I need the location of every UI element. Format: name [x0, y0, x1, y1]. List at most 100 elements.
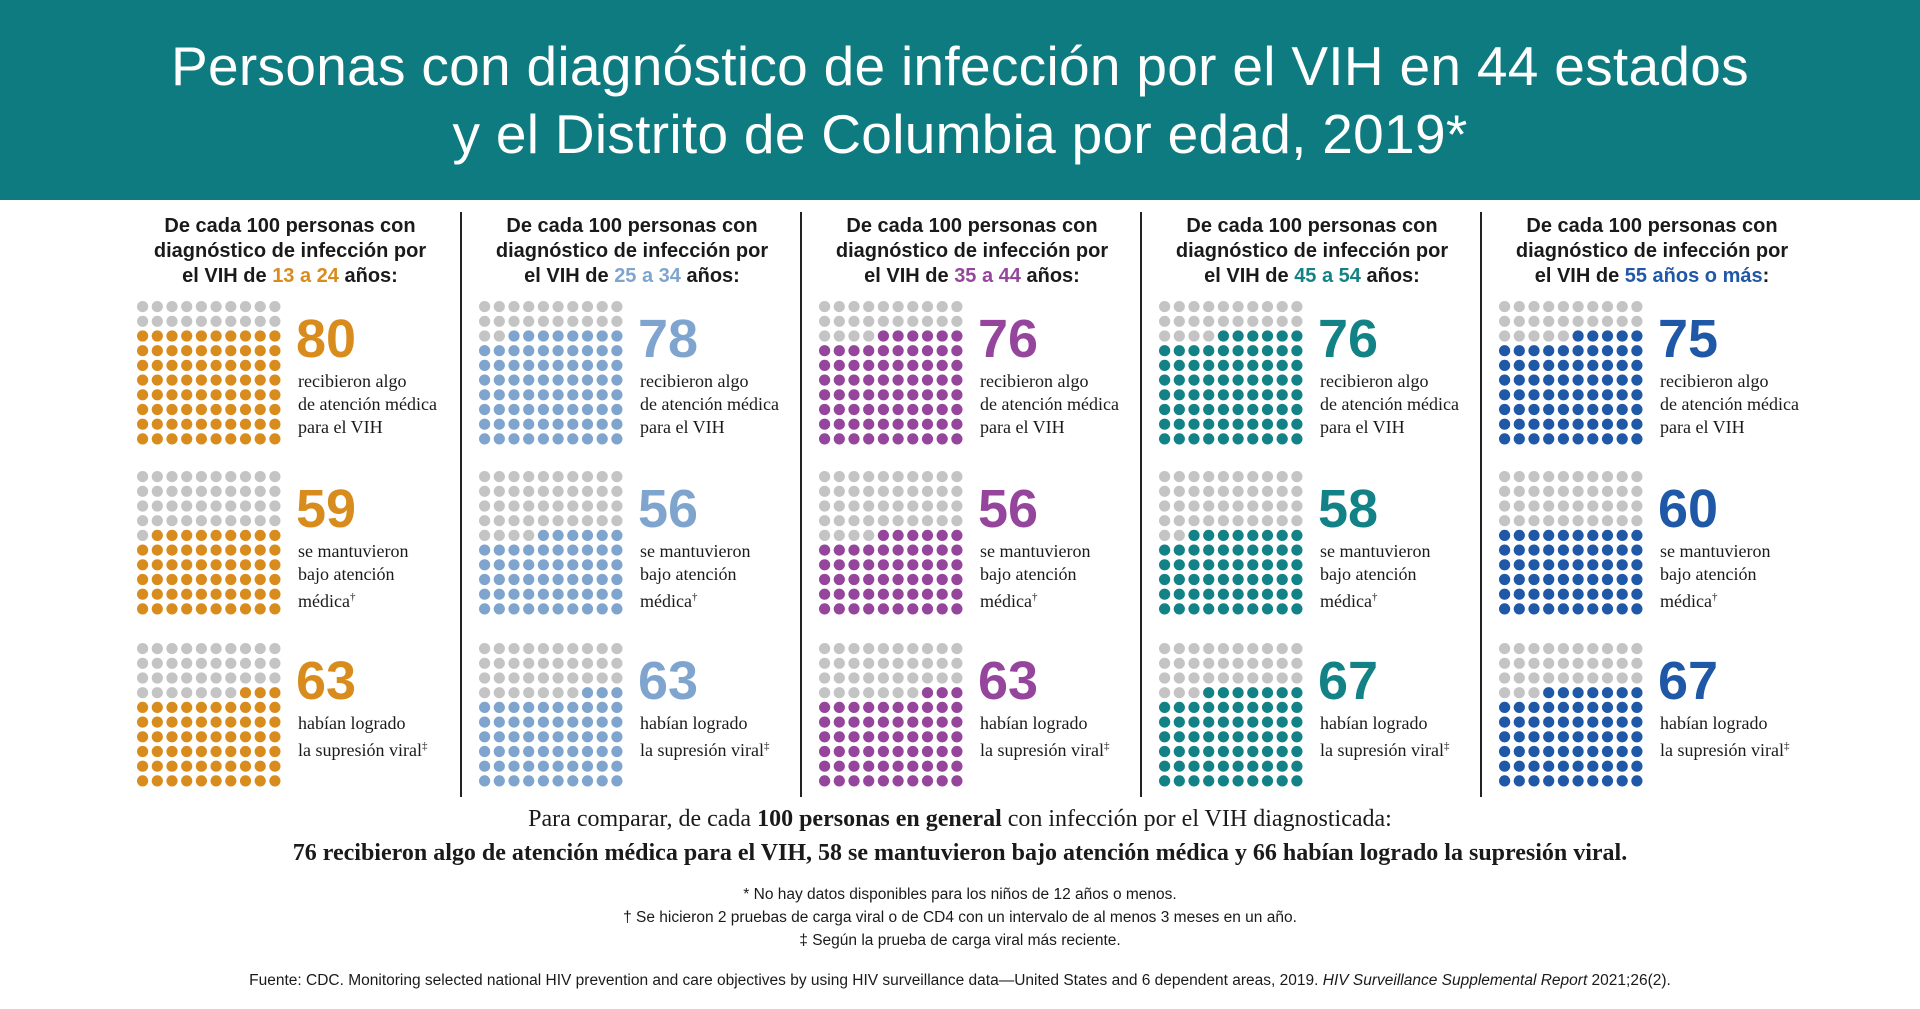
waffle-dot	[1601, 643, 1614, 655]
waffle-dot	[863, 760, 875, 772]
waffle-dot	[523, 433, 535, 445]
waffle-dot	[1528, 529, 1540, 541]
waffle-dot	[1631, 544, 1643, 556]
waffle-dot	[552, 418, 564, 430]
waffle-dot	[537, 345, 549, 357]
waffle-dot	[479, 345, 491, 357]
waffle-dot	[921, 403, 934, 416]
waffle-dot	[1616, 701, 1628, 713]
waffle-dot	[1543, 657, 1555, 669]
waffle-dot	[1557, 485, 1569, 497]
waffle-dot	[1543, 775, 1555, 787]
waffle-dot	[493, 745, 505, 758]
waffle-dot	[1587, 745, 1599, 758]
waffle-dot	[877, 603, 889, 615]
waffle-dot	[1247, 573, 1259, 586]
waffle-dot	[907, 731, 919, 743]
waffle-dot	[921, 588, 934, 600]
waffle-dot	[195, 301, 207, 313]
waffle-dot	[1513, 657, 1525, 669]
waffle-dot	[239, 687, 252, 699]
waffle-dot	[239, 500, 252, 512]
waffle-dot	[1247, 403, 1259, 416]
waffle-dot	[1587, 500, 1599, 512]
waffle-dot	[239, 745, 252, 758]
waffle-dot	[210, 345, 222, 357]
waffle-dot	[936, 657, 948, 669]
waffle-dot	[210, 588, 222, 600]
waffle-dot	[1173, 485, 1185, 497]
waffle-dot	[493, 345, 505, 357]
waffle-dot	[1513, 374, 1525, 386]
waffle-dot	[166, 330, 178, 342]
waffle-dot	[951, 687, 963, 699]
waffle-dot	[848, 775, 860, 787]
waffle-dot	[479, 500, 491, 512]
waffle-dot	[1601, 672, 1614, 684]
waffle-dot	[596, 716, 608, 728]
waffle-grid	[1499, 301, 1643, 445]
waffle-dot	[493, 701, 505, 713]
waffle-dot	[877, 433, 889, 445]
waffle-dot	[181, 374, 193, 386]
waffle-dot	[819, 672, 831, 684]
waffle-grid	[137, 301, 281, 445]
waffle-dot	[1276, 301, 1288, 313]
waffle-dot	[581, 433, 594, 445]
waffle-dot	[1232, 389, 1244, 401]
waffle-dot	[1276, 544, 1288, 556]
waffle-dot	[848, 301, 860, 313]
waffle-dot	[181, 403, 193, 416]
waffle-dot	[1203, 359, 1215, 371]
metric-description: se mantuvieron bajo atención médica†	[1660, 541, 1771, 611]
waffle-dot	[892, 643, 904, 655]
waffle-dot	[137, 643, 149, 655]
waffle-dot	[523, 544, 535, 556]
waffle-dot	[1587, 657, 1599, 669]
waffle-dot	[1631, 573, 1643, 586]
waffle-dot	[195, 687, 207, 699]
waffle-dot	[921, 573, 934, 586]
waffle-dot	[1513, 760, 1525, 772]
age-range-label: 25 a 34	[614, 265, 681, 287]
waffle-dot	[1499, 544, 1511, 556]
waffle-dot	[137, 330, 149, 342]
waffle-dot	[166, 389, 178, 401]
waffle-dot	[166, 745, 178, 758]
waffle-dot	[596, 603, 608, 615]
waffle-dot	[508, 559, 520, 571]
waffle-dot	[1572, 588, 1584, 600]
waffle-dot	[1247, 418, 1259, 430]
waffle-dot	[819, 500, 831, 512]
waffle-dot	[1291, 643, 1303, 655]
waffle-dot	[1499, 745, 1511, 758]
waffle-dot	[863, 544, 875, 556]
waffle-dot	[552, 515, 564, 527]
waffle-dot	[1601, 515, 1614, 527]
footnote-asterisk: * No hay datos disponibles para los niño…	[743, 886, 1177, 903]
waffle-dot	[508, 672, 520, 684]
waffle-dot	[1572, 515, 1584, 527]
waffle-dot	[552, 716, 564, 728]
waffle-dot	[863, 701, 875, 713]
waffle-dot	[892, 529, 904, 541]
waffle-dot	[1291, 500, 1303, 512]
metric-description: recibieron algo de atención médica para el…	[980, 371, 1119, 437]
waffle-dot	[239, 559, 252, 571]
waffle-dot	[537, 403, 549, 416]
waffle-dot	[1499, 588, 1511, 600]
waffle-dot	[181, 657, 193, 669]
waffle-dot	[581, 672, 594, 684]
waffle-dot	[848, 559, 860, 571]
waffle-dot	[239, 529, 252, 541]
waffle-dot	[1276, 359, 1288, 371]
waffle-dot	[1159, 687, 1171, 699]
waffle-dot	[1203, 643, 1215, 655]
waffle-dot	[151, 775, 163, 787]
waffle-dot	[225, 760, 237, 772]
waffle-dot	[1543, 485, 1555, 497]
waffle-dot	[254, 760, 266, 772]
waffle-dot	[567, 529, 579, 541]
waffle-dot	[1587, 515, 1599, 527]
waffle-dot	[225, 433, 237, 445]
